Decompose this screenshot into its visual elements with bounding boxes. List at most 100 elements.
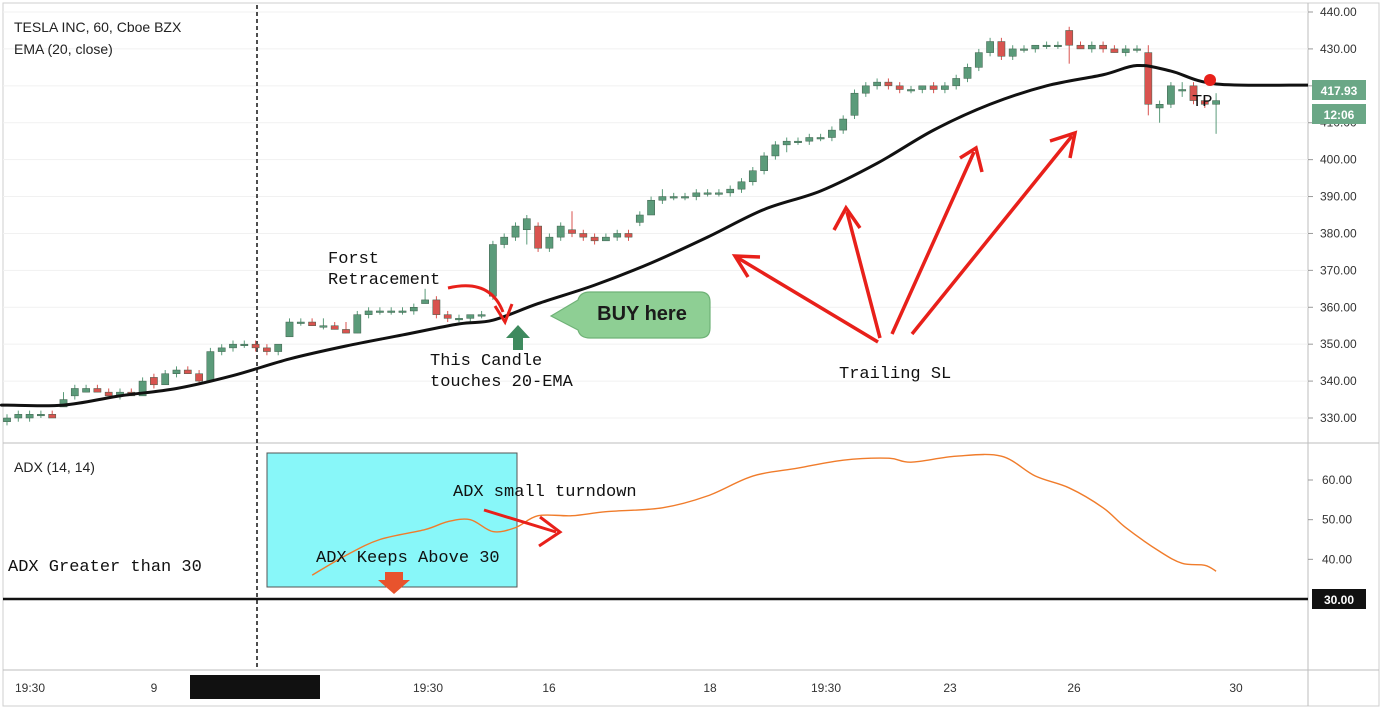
candle-body xyxy=(737,181,746,190)
x-tick-label: 9 xyxy=(151,681,158,695)
candle xyxy=(884,78,893,90)
price-tick-label: 360.00 xyxy=(1320,300,1357,314)
candle xyxy=(1054,41,1062,49)
candle-body xyxy=(1042,44,1051,47)
candle-body xyxy=(1054,44,1062,47)
candle-body xyxy=(1099,44,1107,50)
candle xyxy=(364,307,373,319)
candle xyxy=(1042,41,1051,49)
candle-body xyxy=(647,199,655,216)
candle-body xyxy=(93,388,102,393)
candle xyxy=(70,384,79,400)
candle-body xyxy=(1020,48,1028,51)
candle xyxy=(726,185,735,197)
candle xyxy=(1167,82,1175,108)
candle-body xyxy=(319,325,328,328)
ema-legend: EMA (20, close) xyxy=(14,41,113,57)
candle xyxy=(556,222,565,241)
price-tick-label: 350.00 xyxy=(1320,337,1357,351)
candle-body xyxy=(70,388,79,397)
candle xyxy=(432,296,441,319)
candle-body xyxy=(500,236,509,245)
buy-here-callout xyxy=(549,291,711,339)
candle-body xyxy=(952,78,961,87)
candle-body xyxy=(1189,85,1198,101)
last-price-badge xyxy=(1312,80,1366,100)
candle xyxy=(1178,82,1187,97)
candle-body xyxy=(613,233,622,238)
price-tick-label: 400.00 xyxy=(1320,153,1357,167)
candle xyxy=(1121,45,1130,57)
candle-body xyxy=(82,388,90,393)
candle-body xyxy=(1121,48,1130,53)
candle xyxy=(319,318,328,330)
candle xyxy=(376,307,384,315)
adx-threshold-label: 30.00 xyxy=(1324,593,1354,607)
candle-body xyxy=(771,144,780,157)
adx-threshold-badge xyxy=(1312,589,1366,609)
candle xyxy=(466,314,475,323)
candle xyxy=(206,347,215,382)
candle xyxy=(387,307,396,315)
candle xyxy=(489,240,497,300)
candle-body xyxy=(1110,48,1119,53)
candle-body xyxy=(703,192,712,195)
candle xyxy=(828,126,836,142)
candle xyxy=(443,310,452,323)
candle xyxy=(421,288,429,304)
candle-body xyxy=(681,196,689,199)
candle xyxy=(805,133,814,145)
buy-here-label: BUY here xyxy=(597,303,687,325)
candle xyxy=(737,178,746,193)
candle-body xyxy=(398,310,407,313)
first-retracement-line1: Forst xyxy=(328,250,379,269)
candle xyxy=(624,229,633,241)
adx-tick-label: 50.00 xyxy=(1322,513,1352,527)
candle xyxy=(997,37,1006,60)
candle xyxy=(3,414,11,426)
candle-body xyxy=(37,414,45,417)
candle-body xyxy=(895,85,904,90)
candle xyxy=(398,307,407,315)
candle-body xyxy=(511,225,520,238)
candle xyxy=(545,233,554,252)
candle xyxy=(251,340,260,352)
candle-body xyxy=(635,214,644,223)
x-tick-label: 23 xyxy=(943,681,957,695)
candle xyxy=(568,211,576,238)
candle-body xyxy=(715,192,723,195)
candle xyxy=(25,410,34,422)
candle xyxy=(816,133,825,142)
candle xyxy=(850,89,859,120)
candle-body xyxy=(534,225,542,249)
candle-body xyxy=(240,343,249,346)
candle xyxy=(1020,45,1028,53)
candle-body xyxy=(658,196,667,201)
last-price-label: 417.93 xyxy=(1321,84,1358,98)
candle-body xyxy=(466,314,475,319)
candle xyxy=(703,189,712,197)
candle-body xyxy=(138,380,147,397)
candle xyxy=(229,340,237,352)
candle-body xyxy=(850,92,859,116)
countdown-badge xyxy=(1312,104,1366,124)
candle-body xyxy=(816,137,825,140)
candle xyxy=(353,310,362,334)
candle xyxy=(285,318,294,338)
candle xyxy=(748,167,757,186)
candle xyxy=(613,229,622,241)
candle-body xyxy=(748,170,757,183)
candle-body xyxy=(692,192,701,197)
countdown-label: 12:06 xyxy=(1324,108,1355,122)
retracement-arrow xyxy=(447,284,505,313)
candle xyxy=(93,384,102,393)
candle-body xyxy=(624,233,633,238)
candle-body xyxy=(839,118,848,131)
trailing-sl-label: Trailing SL xyxy=(839,365,951,384)
candle-body xyxy=(1144,52,1153,105)
candle xyxy=(873,78,881,90)
first-retracement-line2: Retracement xyxy=(328,271,440,290)
candle xyxy=(1065,26,1074,64)
